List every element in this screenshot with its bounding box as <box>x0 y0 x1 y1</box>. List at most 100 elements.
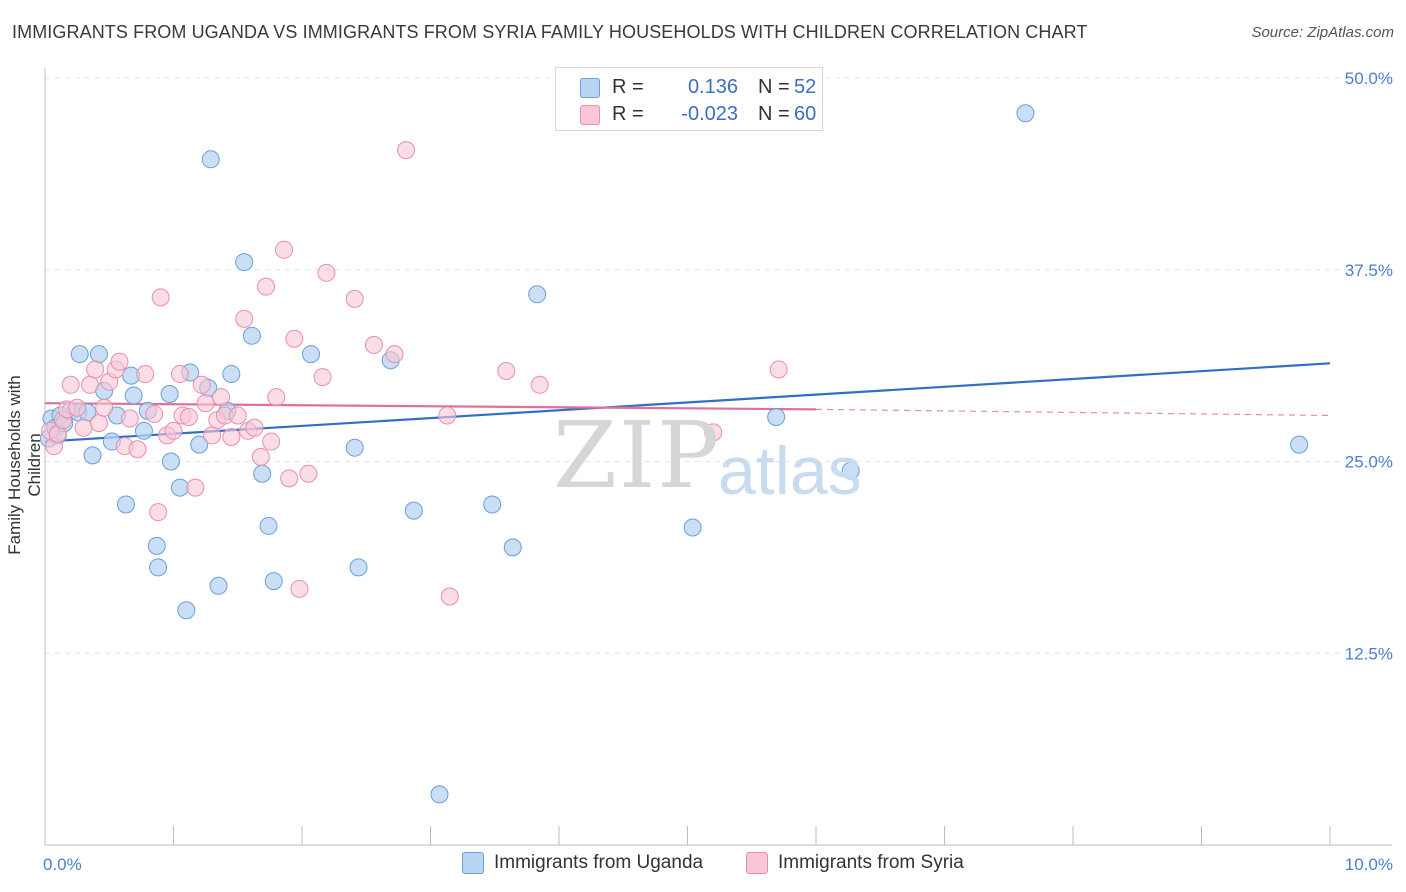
uganda-point <box>841 461 860 480</box>
legend-r-value: 0.136 <box>687 76 738 98</box>
legend-n-value: 52 <box>794 76 817 98</box>
syria-point <box>385 345 404 364</box>
syria-points <box>41 141 788 606</box>
uganda-point <box>147 536 166 555</box>
uganda-point <box>116 495 135 514</box>
syria-point <box>704 423 723 442</box>
syria-point <box>290 579 309 598</box>
uganda-point <box>253 464 272 483</box>
y-tick-label: 37.5% <box>1345 261 1393 280</box>
syria-point <box>397 141 416 160</box>
syria-point <box>212 388 231 407</box>
chart-title: IMMIGRANTS FROM UGANDA VS IMMIGRANTS FRO… <box>12 22 1088 42</box>
legend-n-value: 60 <box>794 103 817 125</box>
uganda-point <box>1016 104 1035 123</box>
uganda-point <box>170 478 189 497</box>
uganda-point <box>124 386 143 405</box>
syria-legend-label: Immigrants from Syria <box>778 852 964 873</box>
syria-point <box>151 288 170 307</box>
uganda-point <box>242 326 261 345</box>
uganda-legend-label: Immigrants from Uganda <box>494 852 704 873</box>
y-tick-label: 50.0% <box>1345 69 1393 88</box>
syria-point <box>149 503 168 522</box>
uganda-point <box>83 446 102 465</box>
uganda-point <box>430 785 449 804</box>
syria-point <box>179 408 198 427</box>
syria-point <box>267 388 286 407</box>
syria-trend-line <box>44 402 817 411</box>
legend-r-value: -0.023 <box>681 103 738 125</box>
syria-point <box>80 375 99 394</box>
legend-n-label: N = <box>758 76 790 98</box>
uganda-legend-swatch <box>462 852 484 874</box>
syria-point <box>257 277 276 296</box>
uganda-point <box>190 435 209 454</box>
syria-point <box>285 329 304 348</box>
uganda-point <box>161 452 180 471</box>
x-tick-label: 10.0% <box>1345 855 1393 874</box>
uganda-point <box>345 438 364 457</box>
syria-point <box>235 309 254 328</box>
y-tick-label: 12.5% <box>1345 644 1393 663</box>
syria-point <box>186 478 205 497</box>
watermark-atlas: atlas <box>718 433 862 509</box>
uganda-point <box>1290 435 1309 454</box>
uganda-point <box>70 345 89 364</box>
syria-point <box>136 365 155 384</box>
syria-point <box>228 406 247 425</box>
syria-point <box>364 335 383 354</box>
syria-point <box>170 365 189 384</box>
syria-point <box>196 394 215 413</box>
syria-trend-extension <box>815 408 1331 417</box>
uganda-point <box>222 365 241 384</box>
syria-point <box>128 440 147 459</box>
syria-point <box>203 426 222 445</box>
syria-point <box>74 418 93 437</box>
uganda-point <box>683 518 702 537</box>
syria-point <box>61 375 80 394</box>
syria-point <box>438 406 457 425</box>
syria-point <box>313 368 332 387</box>
syria-point <box>530 375 549 394</box>
syria-point <box>440 587 459 606</box>
uganda-point <box>528 285 547 304</box>
uganda-point <box>201 150 220 169</box>
legend-r-label: R = <box>612 76 644 98</box>
gridlines <box>45 77 1392 654</box>
legend-r-label: R = <box>612 103 644 125</box>
syria-point <box>89 414 108 433</box>
legend-n-label: N = <box>758 103 790 125</box>
syria-point <box>120 409 139 428</box>
uganda-point <box>301 345 320 364</box>
syria-legend-swatch <box>746 852 768 874</box>
uganda-point <box>349 558 368 577</box>
syria-point <box>145 404 164 423</box>
uganda-point <box>483 495 502 514</box>
syria-point <box>68 398 87 417</box>
syria-swatch <box>580 105 600 125</box>
syria-point <box>95 398 114 417</box>
syria-point <box>222 427 241 446</box>
uganda-point <box>134 421 153 440</box>
syria-point <box>769 360 788 379</box>
syria-point <box>262 432 281 451</box>
y-axis-label: Family Households with Children <box>5 375 44 555</box>
correlation-legend: R = 0.136 N = 52 R = -0.023 N = 60 <box>555 67 823 131</box>
uganda-point <box>767 408 786 427</box>
syria-point <box>345 289 364 308</box>
uganda-point <box>264 572 283 591</box>
syria-point <box>317 263 336 282</box>
axes <box>44 68 1392 846</box>
syria-point <box>86 360 105 379</box>
uganda-point <box>259 516 278 535</box>
tick-labels: 12.5% 25.0% 37.5% 50.0% 0.0% 10.0% <box>43 69 1393 874</box>
x-tick-label: 0.0% <box>43 855 82 874</box>
y-tick-label: 25.0% <box>1345 453 1393 472</box>
uganda-point <box>89 345 108 364</box>
syria-point <box>164 421 183 440</box>
syria-point <box>245 418 264 437</box>
watermark-zip: ZIP <box>553 402 722 509</box>
uganda-point <box>404 501 423 520</box>
uganda-point <box>209 576 228 595</box>
syria-point <box>275 240 294 259</box>
